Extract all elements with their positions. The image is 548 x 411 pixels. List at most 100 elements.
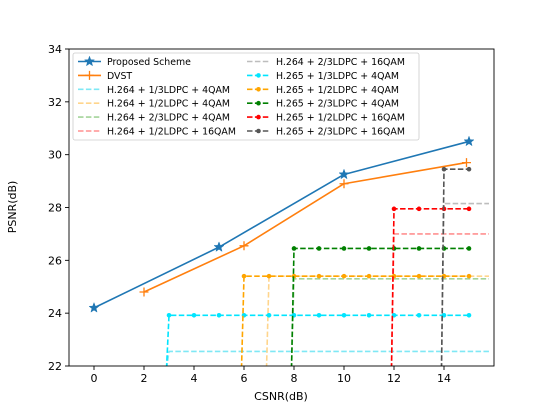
data-point: [291, 246, 297, 251]
x-tick-label: 10: [337, 372, 351, 385]
legend-label: H.265 + 2/3LDPC + 4QAM: [276, 99, 399, 110]
legend-entry: H.264 + 2/3LDPC + 4QAM: [78, 113, 230, 124]
data-point: [466, 273, 472, 279]
data-point: [88, 301, 100, 313]
data-point: [266, 273, 272, 279]
data-point: [339, 179, 349, 189]
legend-label: H.264 + 1/2LDPC + 16QAM: [107, 127, 236, 138]
data-point: [416, 206, 422, 212]
data-point: [166, 312, 172, 318]
legend-label: Proposed Scheme: [107, 57, 191, 68]
legend-label: H.264 + 2/3LDPC + 16QAM: [276, 57, 405, 68]
data-point: [341, 273, 347, 279]
data-point: [316, 246, 322, 251]
data-point: [266, 312, 272, 318]
series-h-264-1-2ldpc-16qam: [390, 233, 489, 366]
legend-marker: [256, 100, 261, 106]
x-tick-label: 12: [387, 372, 401, 385]
data-point: [316, 273, 322, 279]
series-h-265-1-3ldpc-4qam: [165, 312, 472, 366]
data-point: [216, 312, 222, 318]
legend-label: H.264 + 1/2LDPC + 4QAM: [107, 99, 230, 110]
series-h-265-1-2ldpc-4qam: [240, 273, 472, 366]
data-point: [366, 246, 372, 251]
data-point: [341, 312, 347, 318]
x-tick-label: 2: [141, 372, 148, 385]
legend-entry: H.265 + 1/2LDPC + 16QAM: [247, 113, 405, 124]
data-point: [462, 158, 471, 168]
y-tick-label: 30: [48, 149, 62, 162]
series-line-h-265-2-3ldpc-16qam: [440, 168, 469, 366]
data-point: [416, 273, 422, 279]
data-point: [239, 241, 249, 251]
legend-marker: [83, 55, 96, 67]
legend-marker: [256, 73, 261, 78]
data-point: [139, 287, 149, 297]
series-line-h-264-2-3ldpc-16qam: [440, 202, 489, 366]
legend-label: H.265 + 1/2LDPC + 4QAM: [276, 85, 399, 96]
data-point: [466, 206, 472, 212]
series-layer: [88, 135, 489, 366]
data-point: [366, 312, 372, 318]
data-point: [441, 166, 447, 172]
data-point: [338, 168, 350, 180]
x-tick-label: 4: [191, 372, 198, 385]
legend-label: H.264 + 2/3LDPC + 4QAM: [107, 113, 230, 124]
legend-marker: [85, 70, 94, 80]
series-line-h-264-1-2ldpc-16qam: [390, 233, 489, 366]
y-tick-label: 28: [48, 202, 62, 215]
series-h-264-2-3ldpc-16qam: [440, 202, 489, 366]
legend-entry: H.265 + 1/3LDPC + 4QAM: [247, 71, 399, 82]
series-line-h-264-1-2ldpc-4qam: [265, 275, 489, 366]
x-axis-label: CSNR(dB): [254, 390, 308, 403]
series-line-dvst: [143, 161, 467, 293]
series-proposed-scheme: [88, 135, 475, 313]
x-tick-label: 14: [437, 372, 451, 385]
series-line-h-265-1-2ldpc-4qam: [240, 275, 469, 366]
legend-marker: [256, 87, 261, 92]
series-line-proposed-scheme: [93, 140, 470, 309]
legend-entry: H.264 + 1/2LDPC + 4QAM: [78, 99, 230, 110]
series-line-h-264-2-3ldpc-4qam: [290, 278, 489, 366]
y-tick-label: 34: [48, 43, 62, 56]
legend: Proposed Scheme DVST H.264 + 1/3LDPC + 4QA…: [72, 52, 420, 141]
data-point: [391, 206, 397, 212]
series-h-264-2-3ldpc-4qam: [290, 278, 489, 366]
legend-label: H.265 + 2/3LDPC + 16QAM: [276, 127, 405, 138]
x-tick-label: 6: [241, 372, 248, 385]
legend-entry: H.265 + 1/2LDPC + 4QAM: [247, 85, 399, 96]
data-point: [316, 312, 322, 318]
series-h-264-1-2ldpc-4qam: [265, 275, 489, 366]
series-h-265-2-3ldpc-16qam: [440, 166, 472, 366]
y-tick-label: 24: [48, 307, 62, 320]
legend-label: H.265 + 1/3LDPC + 4QAM: [276, 71, 399, 82]
y-tick-label: 22: [48, 360, 62, 373]
data-point: [341, 246, 347, 251]
legend-marker: [256, 128, 261, 134]
x-tick-label: 8: [291, 372, 298, 385]
y-axis-label: PSNR(dB): [6, 181, 19, 234]
legend-entry: H.265 + 2/3LDPC + 16QAM: [247, 127, 405, 138]
data-point: [466, 166, 472, 172]
series-line-h-265-2-3ldpc-4qam: [290, 247, 469, 366]
series-h-265-1-2ldpc-16qam: [390, 206, 472, 366]
legend-entry: H.264 + 2/3LDPC + 16QAM: [247, 57, 405, 68]
legend-label: H.265 + 1/2LDPC + 16QAM: [276, 113, 405, 124]
data-point: [241, 273, 247, 279]
series-h-264-1-3ldpc-4qam: [166, 350, 489, 366]
legend-entry: Proposed Scheme: [78, 55, 191, 68]
x-tick-label: 0: [91, 372, 98, 385]
data-point: [463, 135, 475, 147]
data-point: [366, 273, 372, 279]
series-line-h-265-1-2ldpc-16qam: [390, 208, 469, 366]
legend-marker: [256, 114, 261, 120]
legend-entry: H.264 + 1/3LDPC + 4QAM: [78, 85, 230, 96]
data-point: [416, 246, 422, 251]
legend-box: [72, 52, 420, 141]
series-h-265-2-3ldpc-4qam: [290, 246, 472, 366]
y-tick-label: 26: [48, 254, 62, 267]
data-point: [466, 246, 472, 251]
y-tick-label: 32: [48, 96, 62, 109]
